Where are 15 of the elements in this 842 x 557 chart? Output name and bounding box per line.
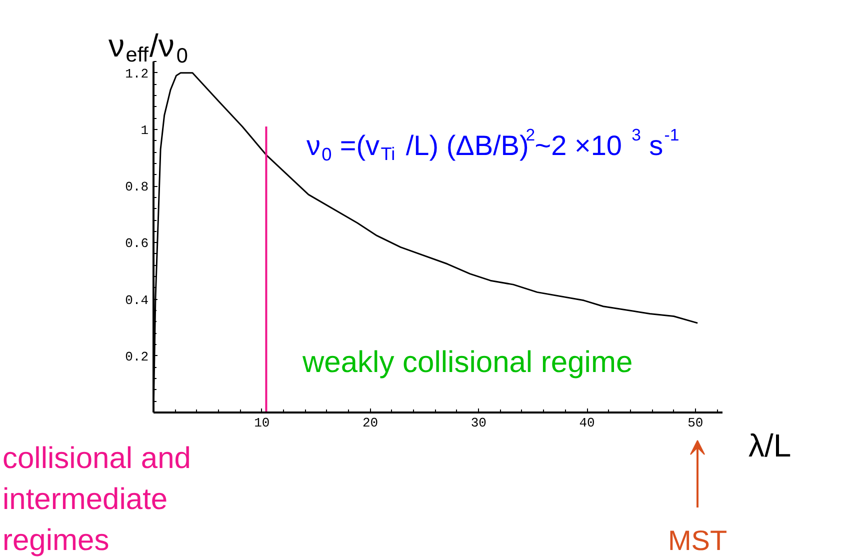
- annotation: weakly collisional regime: [302, 346, 633, 379]
- y-tick-label: 0.2: [125, 349, 148, 364]
- ref-line-label: collisional and intermediate regimes: [2, 442, 191, 557]
- y-tick-label: 0.4: [125, 292, 149, 308]
- y-tick-label: 0.8: [125, 180, 148, 195]
- text: MST: [668, 525, 728, 556]
- y-tick-label: 1: [140, 122, 149, 138]
- y-tick-label: 0.6: [125, 236, 148, 252]
- x-tick-label: 30: [470, 416, 486, 430]
- x-axis-title: λ/L: [748, 428, 792, 464]
- x-tick-label: 20: [362, 416, 378, 430]
- x-tick-label: 10: [254, 416, 270, 430]
- y-tick-label: 1.2: [125, 66, 148, 82]
- x-tick-label: 40: [579, 416, 595, 430]
- x-tick-label: 50: [688, 416, 704, 430]
